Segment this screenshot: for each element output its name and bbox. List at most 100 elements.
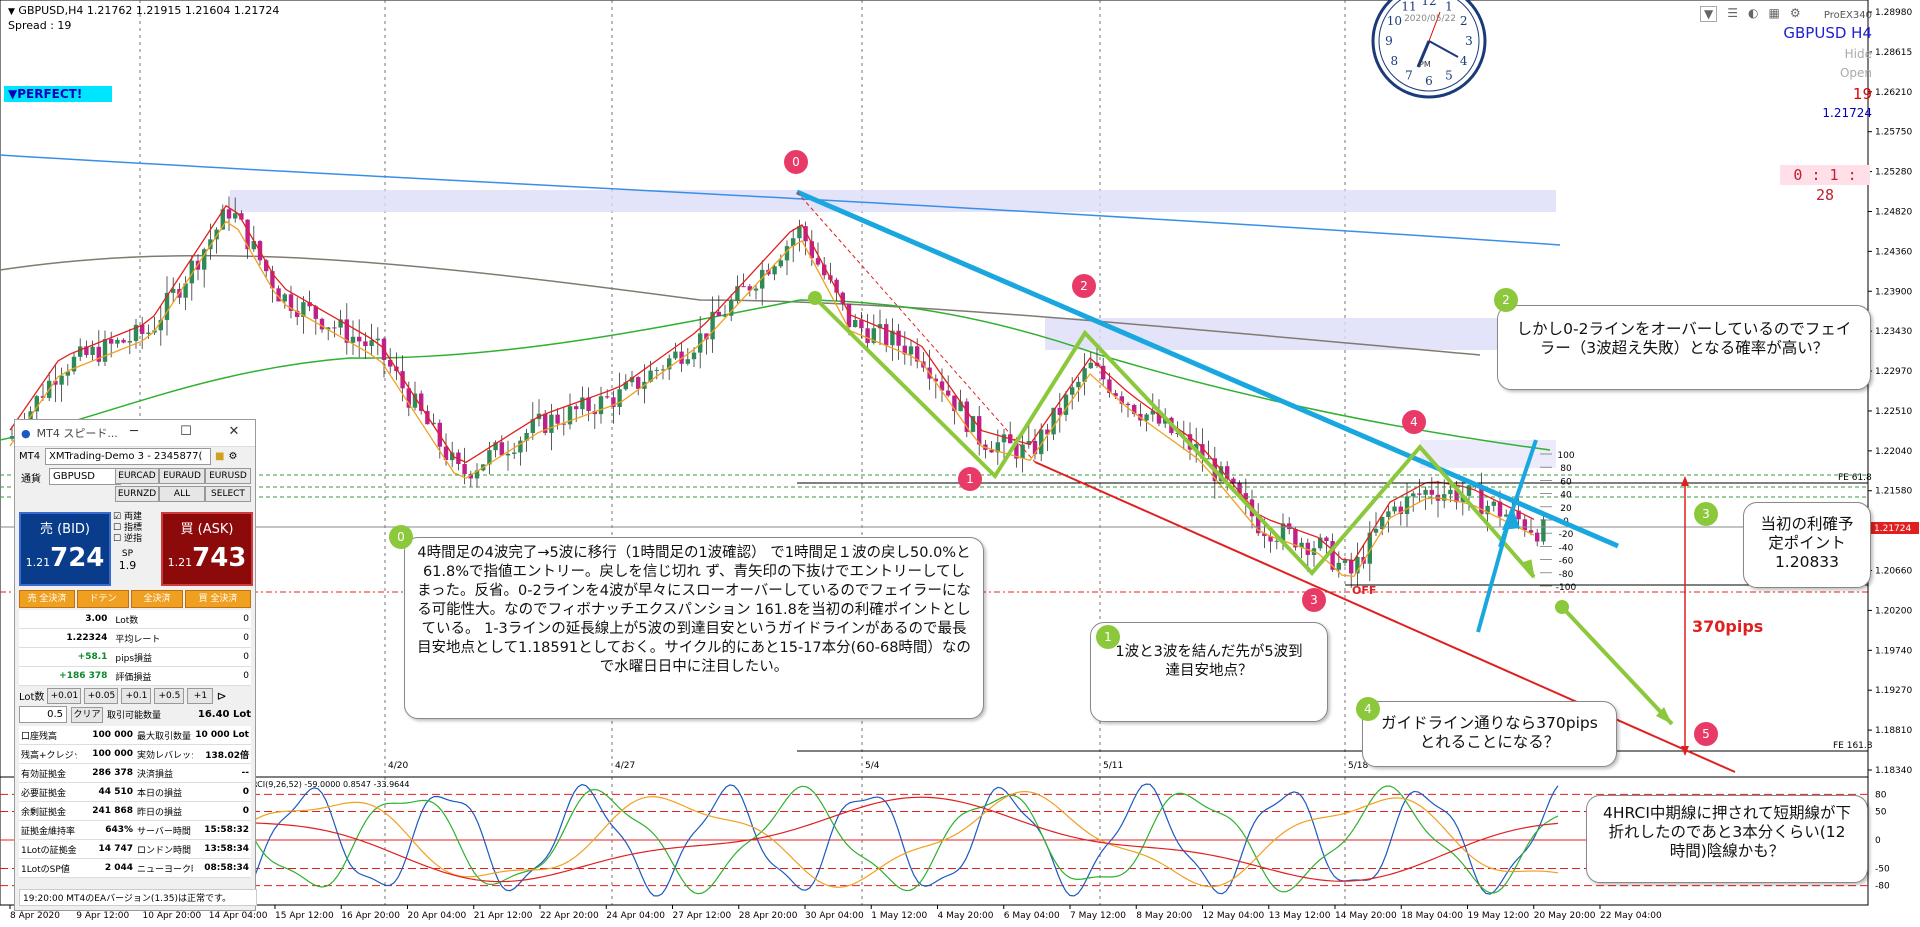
candle-body bbox=[1398, 506, 1403, 515]
trendline-0-2 bbox=[796, 189, 1619, 549]
doten-button[interactable]: ドテン bbox=[77, 590, 129, 608]
collapse-icon[interactable]: ▼ bbox=[1700, 6, 1718, 22]
toggle-icon[interactable]: ◐ bbox=[1748, 6, 1759, 20]
check-indicator[interactable]: ☐ 指標 bbox=[113, 523, 142, 533]
date-marker: 5/4 bbox=[865, 761, 880, 771]
clear-button[interactable]: クリア bbox=[71, 706, 103, 723]
candle-body bbox=[1318, 537, 1323, 549]
fib-1618-label: FE 161.8 bbox=[1833, 741, 1873, 751]
candle-body bbox=[84, 346, 89, 355]
candle-body bbox=[908, 346, 914, 355]
symbol-select[interactable]: GBPUSD bbox=[49, 468, 121, 485]
lot-next-icon[interactable]: ⊳ bbox=[216, 688, 227, 703]
lot-step-1[interactable]: +1 bbox=[187, 687, 214, 704]
level-label: 100 bbox=[1557, 451, 1574, 461]
candle-body bbox=[667, 358, 672, 370]
check-hedge-label: 両建 bbox=[123, 512, 142, 522]
bid-label: 売 (BID) bbox=[39, 522, 91, 537]
price-tick-label: 1.23900 bbox=[1875, 287, 1912, 297]
candle-body bbox=[958, 401, 963, 412]
candle-body bbox=[1411, 493, 1416, 497]
candle-body bbox=[233, 213, 238, 219]
panel-titlebar[interactable]: ● MT4 スピード... ─ ☐ ✕ bbox=[15, 420, 255, 447]
candle-body bbox=[704, 333, 709, 340]
level-label: -60 bbox=[1559, 557, 1574, 567]
account-cell: 余剰証拠金 bbox=[21, 807, 67, 818]
buy-ask-button[interactable]: 買 (ASK) 1.21743 bbox=[161, 512, 253, 586]
sell-close-all-button[interactable]: 売 全決済 bbox=[19, 590, 75, 608]
bid-price: 1.21724 bbox=[21, 543, 109, 573]
candle-body bbox=[96, 346, 101, 362]
account-select[interactable]: XMTrading-Demo 3 - 2345877( bbox=[45, 448, 211, 465]
lot-input[interactable]: 0.5 bbox=[19, 706, 67, 723]
account-row: 1LotのSP値 2 044 ニューヨーク時間 08:58:34 bbox=[19, 859, 251, 878]
account-cell: 1Lotの証拠金 bbox=[21, 845, 77, 856]
maximize-icon[interactable]: ☐ bbox=[180, 424, 192, 439]
close-icon[interactable]: ✕ bbox=[228, 424, 240, 439]
candle-body bbox=[1522, 519, 1527, 531]
callout-3-text: 当初の利確予定ポイント 1.20833 bbox=[1760, 515, 1854, 571]
settings-icon[interactable]: ⚙ bbox=[1789, 6, 1801, 20]
account-cell: 最大取引数量 bbox=[137, 731, 192, 742]
chart-menu-icon[interactable]: ▼ bbox=[8, 7, 15, 17]
candle-body bbox=[1156, 410, 1162, 424]
candle-body bbox=[1305, 542, 1310, 555]
pair-button-eurnzd[interactable]: EURNZD bbox=[115, 486, 159, 502]
mt4-speed-order-panel[interactable]: ● MT4 スピード... ─ ☐ ✕ MT4 XMTrading-Demo 3… bbox=[14, 419, 257, 911]
pair-button-euraud[interactable]: EURAUD bbox=[159, 468, 205, 484]
candle-body bbox=[834, 279, 839, 293]
candle-body bbox=[648, 370, 653, 382]
minimize-icon[interactable]: ─ bbox=[130, 424, 138, 439]
account-cell: 643% bbox=[105, 825, 133, 835]
stats-key: 評価損益 bbox=[115, 672, 152, 683]
buy-close-all-button[interactable]: 買 全決済 bbox=[185, 590, 251, 608]
lot-step-001[interactable]: +0.01 bbox=[47, 687, 82, 704]
candle-body bbox=[574, 406, 579, 410]
close-all-button[interactable]: 全決済 bbox=[131, 590, 183, 608]
pair-button-eurusd[interactable]: EURUSD bbox=[205, 468, 251, 484]
account-cell: 100 000 bbox=[92, 749, 133, 759]
lot-step-01[interactable]: +0.1 bbox=[121, 687, 152, 704]
list-icon[interactable]: ☰ bbox=[1727, 6, 1738, 20]
pair-button-all[interactable]: ALL bbox=[159, 486, 205, 502]
callout-0-text: 4時間足の4波完了→5波に移行（1時間足の1波確認） で1時間足１波の戻し50.… bbox=[417, 545, 971, 675]
lot-step-005[interactable]: +0.05 bbox=[84, 687, 119, 704]
lot-step-05[interactable]: +0.5 bbox=[154, 687, 185, 704]
zone-top bbox=[230, 190, 1556, 212]
open-label[interactable]: Open bbox=[1839, 66, 1872, 80]
position-stats: 3.00 Lot数 0 1.22324 平均レート 0 +58.1 pips損益 0 +186 3… bbox=[15, 610, 255, 686]
account-cell: 必要証拠金 bbox=[21, 788, 67, 799]
candle-body bbox=[518, 440, 523, 453]
candle-body bbox=[623, 382, 628, 390]
clock-number: 9 bbox=[1385, 34, 1393, 48]
folder-icon[interactable]: ■ bbox=[215, 451, 225, 462]
candle-body bbox=[307, 302, 312, 307]
candle-body bbox=[753, 288, 759, 291]
candle-body bbox=[1497, 501, 1503, 517]
sell-bid-button[interactable]: 売 (BID) 1.21724 bbox=[19, 512, 111, 586]
check-stop[interactable]: ☐ 逆指 bbox=[113, 534, 142, 544]
candle-body bbox=[747, 286, 752, 291]
pair-button-select[interactable]: SELECT bbox=[205, 486, 251, 502]
dashed-0-1 bbox=[796, 191, 1036, 463]
candle-body bbox=[884, 324, 889, 346]
candle-body bbox=[1535, 532, 1540, 542]
hide-label[interactable]: Hide bbox=[1844, 47, 1872, 61]
account-row: 証拠金維持率 643% サーバー時間 15:58:32 bbox=[19, 821, 251, 840]
grid-icon[interactable]: ▦ bbox=[1768, 6, 1780, 20]
rci-longest bbox=[249, 796, 1559, 883]
candle-body bbox=[1256, 516, 1261, 534]
check-hedge[interactable]: ☑ 両建 bbox=[113, 512, 142, 522]
callout-1: 1波と3波を結んだ先が5波到達目安地点？ bbox=[1090, 622, 1328, 722]
lot-input-row: 0.5 クリア 取引可能数量 16.40 Lot bbox=[15, 705, 255, 724]
wave-arrowhead bbox=[1521, 559, 1535, 579]
symbol-area: 通貨 GBPUSD EURCAD EURAUD EURUSD EURNZD AL… bbox=[15, 466, 255, 510]
candle-body bbox=[1082, 368, 1087, 382]
time-tick-label: 27 Apr 12:00 bbox=[673, 911, 732, 921]
pair-button-eurcad[interactable]: EURCAD bbox=[115, 468, 159, 484]
gear-icon[interactable]: ⚙ bbox=[228, 451, 238, 462]
clock-number: 7 bbox=[1405, 69, 1413, 83]
ma-green bbox=[0, 299, 1551, 451]
